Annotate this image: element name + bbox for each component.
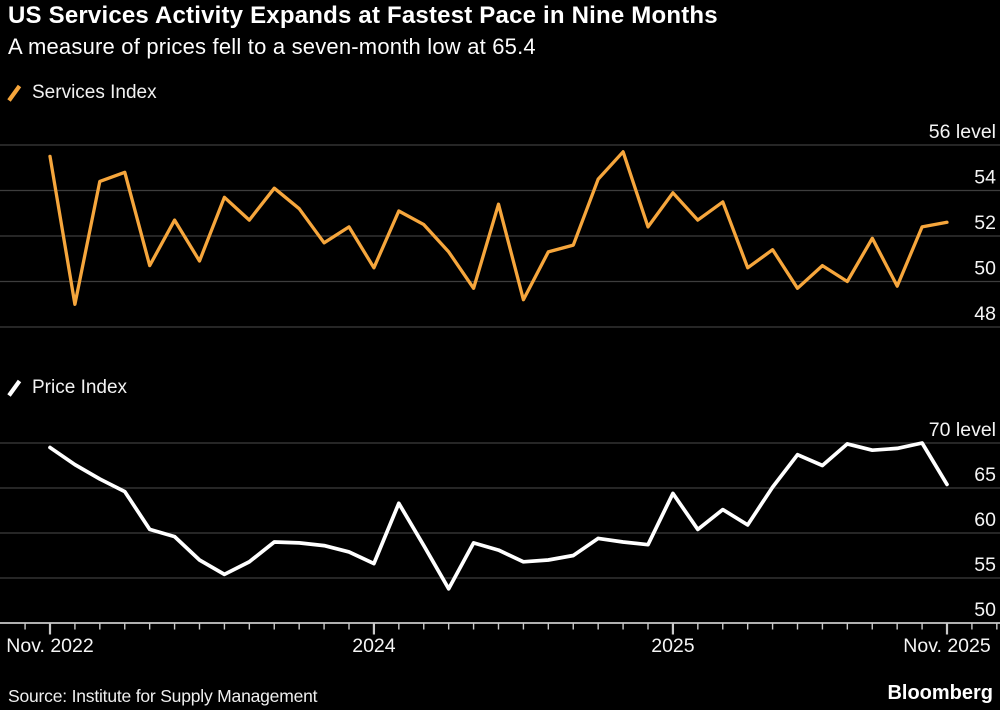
price-index-chart: 70 level 65 60 55 50 Nov. 2022 2024 2025 Nov. 20… xyxy=(0,419,1000,657)
price-legend-label: Price Index xyxy=(32,377,128,398)
y-axis-label: 70 level xyxy=(929,419,996,441)
y-axis-label: 48 xyxy=(974,303,996,325)
x-axis-label: Nov. 2025 xyxy=(903,635,991,657)
x-axis-label: 2025 xyxy=(651,635,695,657)
price-line-slash-icon xyxy=(7,379,22,397)
services-legend-label: Services Index xyxy=(32,82,157,103)
y-axis-label: 55 xyxy=(974,554,996,576)
price-line xyxy=(48,441,949,591)
x-axis-label: 2024 xyxy=(352,635,396,657)
y-axis-label: 65 xyxy=(974,464,996,486)
x-axis-label: Nov. 2022 xyxy=(6,635,93,657)
source-text: Source: Institute for Supply Management xyxy=(8,686,318,706)
services-line-slash-icon xyxy=(7,84,22,102)
page-title: US Services Activity Expands at Fastest … xyxy=(8,2,718,29)
page-subtitle: A measure of prices fell to a seven-mont… xyxy=(8,34,536,59)
y-axis-label: 54 xyxy=(974,167,996,189)
y-axis-label: 52 xyxy=(974,212,996,234)
services-legend: Services Index xyxy=(6,82,157,104)
services-index-chart: 56 level 54 52 50 48 xyxy=(0,121,1000,328)
bloomberg-logo: Bloomberg xyxy=(887,682,993,704)
y-axis-label: 60 xyxy=(974,509,996,531)
y-axis-label: 50 xyxy=(974,258,996,280)
y-axis-label: 56 level xyxy=(929,121,996,143)
y-axis-label: 50 xyxy=(974,599,996,621)
price-legend: Price Index xyxy=(6,377,127,399)
services-line xyxy=(48,150,949,306)
